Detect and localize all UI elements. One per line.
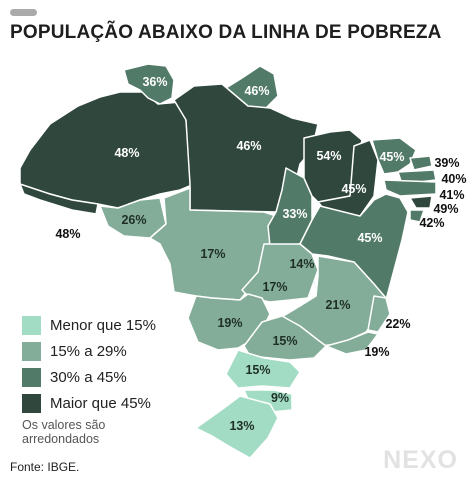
state-ac [19, 183, 99, 215]
state-ap-value: 46% [244, 84, 269, 98]
state-es-value: 22% [385, 317, 410, 331]
state-rs-value: 13% [229, 419, 254, 433]
state-am-value: 48% [55, 227, 80, 241]
state-mg-value: 21% [325, 298, 350, 312]
state-se-value: 42% [419, 216, 444, 230]
state-pa-value: 46% [236, 139, 261, 153]
top-accent-bar [10, 9, 37, 16]
state-ce [371, 137, 417, 175]
state-pi-value: 45% [341, 182, 366, 196]
rounding-note: Os valores são arredondados [22, 418, 106, 446]
state-am-inner-value: 48% [114, 146, 139, 160]
state-ro-value: 26% [121, 213, 146, 227]
state-al-value: 49% [433, 202, 458, 216]
legend-swatch [22, 367, 41, 387]
state-pb-value: 40% [441, 172, 466, 186]
state-rr-value: 36% [142, 75, 167, 89]
state-to-value: 33% [282, 207, 307, 221]
source-note: Fonte: IBGE. [10, 460, 80, 474]
legend-item-15-29: 15% a 29% [22, 339, 156, 363]
state-rn [409, 155, 433, 171]
state-es [367, 295, 391, 333]
state-go-value: 17% [262, 280, 287, 294]
state-go [241, 243, 319, 303]
state-am [19, 91, 193, 209]
legend-item-30-45: 30% a 45% [22, 365, 156, 389]
state-pe [383, 179, 437, 197]
map-title: POPULAÇÃO ABAIXO DA LINHA DE POBREZA [10, 22, 442, 43]
state-al [409, 195, 433, 209]
state-rj [325, 331, 379, 355]
state-df-value: 14% [289, 257, 314, 271]
state-rr [123, 63, 175, 105]
state-sp-value: 15% [272, 334, 297, 348]
state-ms-value: 19% [217, 316, 242, 330]
legend-label: Maior que 45% [50, 394, 151, 412]
state-ce-value: 45% [379, 150, 404, 164]
legend-label: 30% a 45% [50, 368, 127, 386]
state-mt-value: 17% [200, 247, 225, 261]
legend-item-menor-15: Menor que 15% [22, 313, 156, 337]
state-ma-value: 54% [316, 149, 341, 163]
legend-swatch [22, 315, 41, 335]
legend-swatch [22, 393, 41, 413]
brand-logo: NEXO [383, 446, 458, 474]
legend-swatch [22, 341, 41, 361]
legend-item-maior-45: Maior que 45% [22, 391, 156, 415]
legend-label: 15% a 29% [50, 342, 127, 360]
legend: Menor que 15% 15% a 29% 30% a 45% Maior … [22, 313, 156, 417]
state-sc-value: 9% [271, 391, 289, 405]
state-rs [195, 395, 279, 459]
legend-label: Menor que 15% [50, 316, 156, 334]
state-se [409, 209, 425, 223]
state-ba-value: 45% [357, 231, 382, 245]
state-pr [225, 349, 301, 389]
state-pr-value: 15% [245, 363, 270, 377]
state-ba [299, 193, 409, 301]
state-rj-value: 19% [364, 345, 389, 359]
state-rn-value: 39% [434, 156, 459, 170]
state-pe-value: 41% [439, 188, 464, 202]
